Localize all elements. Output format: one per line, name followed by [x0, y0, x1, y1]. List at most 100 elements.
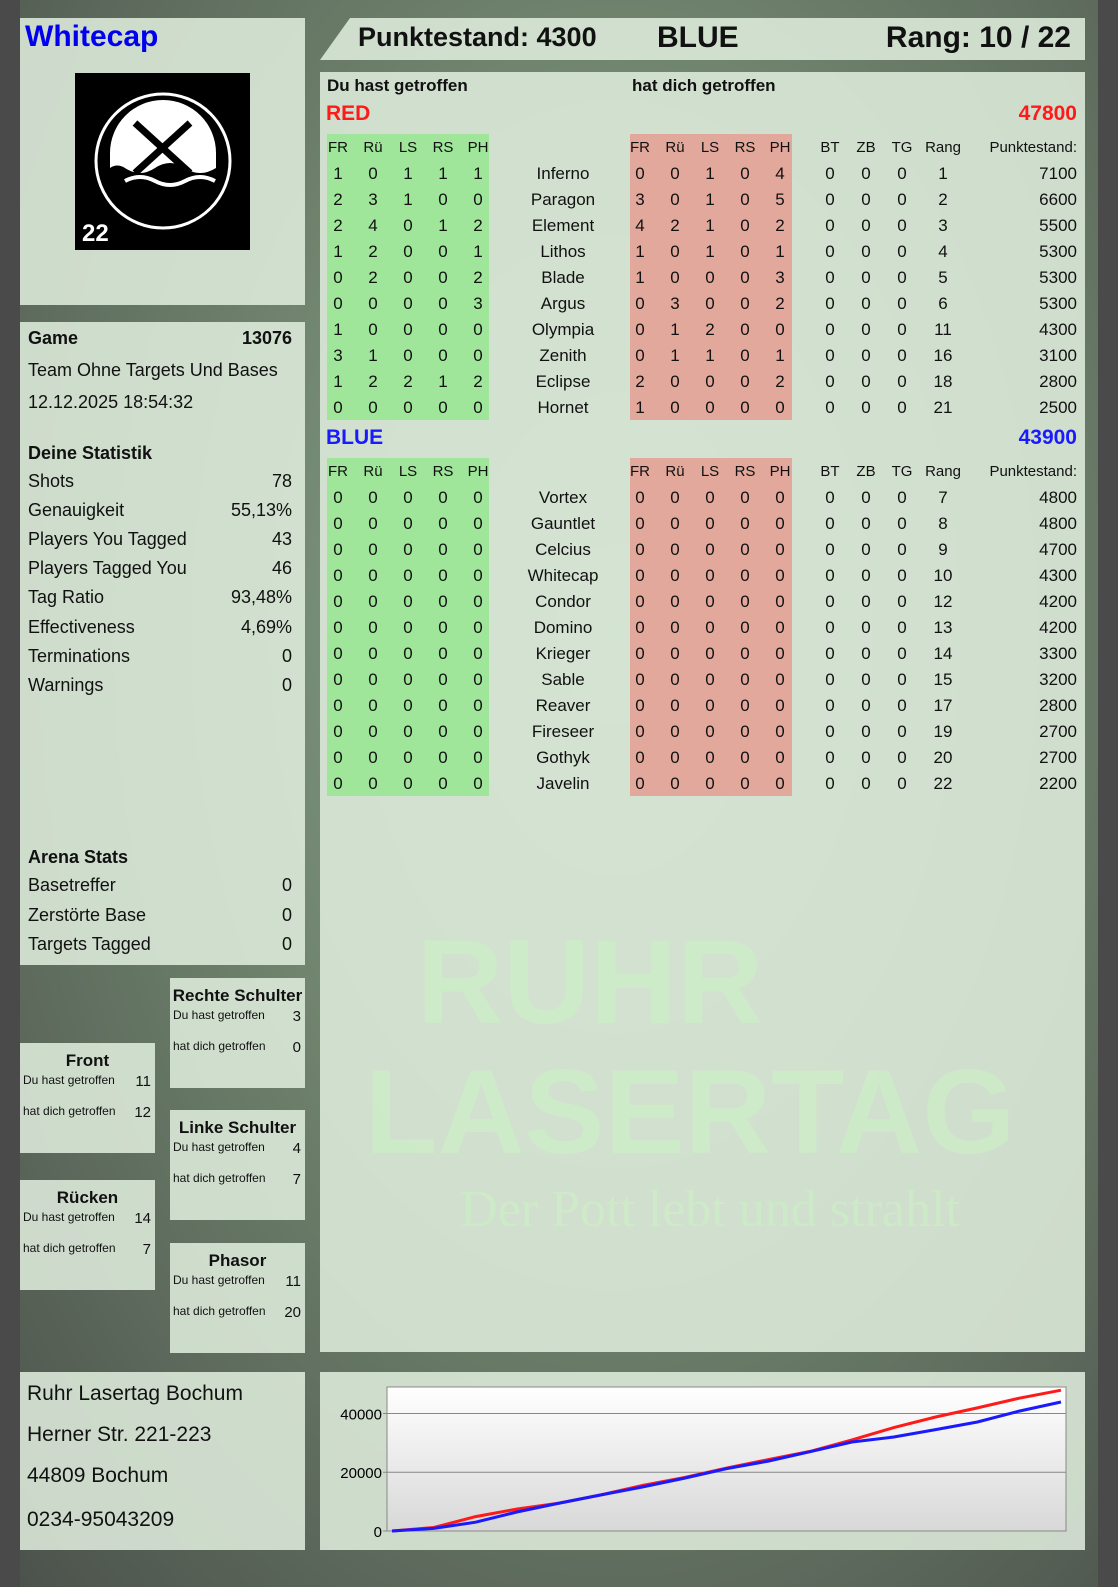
you-hit-cell: 0 [438, 722, 448, 741]
stat-cell: 0 [897, 592, 907, 611]
game-mode-text: Team Ohne Targets Und Bases [28, 360, 278, 380]
stat-cell: 0 [897, 618, 907, 637]
stat-cell: 0 [825, 242, 835, 261]
y-tick-label: 40000 [340, 1406, 382, 1423]
you-hit-cell: 0 [403, 696, 413, 715]
you-hit-cell: 0 [438, 592, 448, 611]
column-header: FR [328, 139, 348, 156]
hit-you-cell: 0 [635, 722, 645, 741]
player-score: 2200 [1039, 774, 1077, 793]
you-hit-cell: 0 [368, 514, 378, 533]
hit-you-cell: 2 [775, 294, 785, 313]
you-hit-cell: 1 [473, 242, 483, 261]
you-hit-cell: 0 [333, 268, 343, 287]
player-name: Inferno [536, 164, 590, 183]
hit-you-cell: 0 [740, 164, 750, 183]
hit-you-cell: 0 [705, 774, 715, 793]
game-mode: Team Ohne Targets Und Bases [28, 360, 292, 381]
hit-you-cell: 0 [775, 540, 785, 559]
stat-cell: 12 [933, 592, 953, 611]
zone-got-value: 12 [134, 1104, 151, 1121]
player-score: 2800 [1039, 372, 1077, 391]
stat-cell: 0 [897, 748, 907, 767]
stat-cell: 13 [933, 618, 953, 637]
you-hit-cell: 0 [438, 346, 448, 365]
stat-row: Tag Ratio 93,48% [28, 587, 292, 608]
stat-cell: 0 [861, 346, 871, 365]
player-name: Whitecap [25, 20, 159, 53]
stats-title: Deine Statistik [28, 443, 292, 464]
stat-cell: 0 [897, 268, 907, 287]
player-name: Vortex [538, 488, 588, 507]
stat-value: 78 [271, 471, 292, 491]
zone-hit-value: 11 [285, 1273, 301, 1290]
stat-cell: 0 [861, 242, 871, 261]
team-name: RED [326, 102, 371, 125]
hit-you-cell: 2 [705, 320, 715, 339]
column-header: LS [700, 139, 720, 156]
you-hit-cell: 0 [438, 514, 448, 533]
you-hit-cell: 1 [438, 216, 448, 235]
table-row: 1 0 1 1 1 Inferno 0 0 1 0 4 0 0 0 1 7100 [320, 161, 1085, 187]
arena-row: Basetreffer 0 [28, 875, 292, 896]
you-hit-cell: 0 [403, 722, 413, 741]
stat-cell: 4 [938, 242, 948, 261]
stat-cell: 14 [933, 644, 953, 663]
stat-label: Shots [28, 471, 75, 491]
stat-cell: 0 [861, 566, 871, 585]
stat-cell: 0 [825, 774, 835, 793]
plot-area [386, 1386, 1067, 1532]
hit-you-cell: 5 [775, 190, 785, 209]
stat-cell: 0 [897, 488, 907, 507]
stat-cell: 0 [825, 320, 835, 339]
stat-row: Players You Tagged 43 [28, 529, 292, 550]
stat-cell: 0 [825, 540, 835, 559]
hit-you-cell: 0 [635, 592, 645, 611]
arena-label: Zerstörte Base [28, 904, 147, 925]
arena-label: Basetreffer [28, 875, 116, 895]
stat-cell: 0 [897, 216, 907, 235]
you-hit-cell: 2 [368, 242, 378, 261]
you-hit-cell: 0 [473, 398, 483, 417]
hit-zone-phasor: Phasor Du hast getroffen 11 hat dich getrof… [170, 1243, 305, 1353]
left-border [0, 0, 20, 1587]
you-hit-cell: 3 [473, 294, 483, 313]
stat-cell: 0 [897, 774, 907, 793]
table-row: 0 0 0 0 0 Celcius 0 0 0 0 0 0 0 0 9 4700 [320, 537, 1085, 563]
zone-got-value: 7 [142, 1241, 151, 1258]
stat-cell: 2 [938, 190, 948, 209]
hit-you-cell: 0 [740, 592, 750, 611]
stat-row: Effectiveness 4,69% [28, 617, 292, 638]
hit-you-cell: 0 [740, 372, 750, 391]
stat-cell: 10 [933, 566, 953, 585]
you-hit-cell: 0 [473, 722, 483, 741]
player-rank: Rang: 10 / 22 [885, 21, 1071, 54]
stat-cell: 0 [861, 644, 871, 663]
hit-you-cell: 0 [740, 774, 750, 793]
stat-label: Tag Ratio [28, 587, 105, 608]
player-name: Sable [541, 670, 585, 689]
hit-you-cell: 0 [670, 618, 680, 637]
player-score: 4700 [1039, 540, 1077, 559]
you-hit-cell: 0 [333, 696, 343, 715]
hit-you-cell: 0 [670, 540, 680, 559]
you-hit-cell: 0 [368, 320, 378, 339]
you-hit-cell: 0 [368, 696, 378, 715]
you-hit-cell: 0 [368, 618, 378, 637]
hit-you-cell: 4 [635, 216, 645, 235]
hit-you-cell: 0 [670, 398, 680, 417]
hit-you-cell: 0 [635, 488, 645, 507]
address-line: Herner Str. 221-223 [27, 1423, 212, 1446]
hit-you-cell: 0 [740, 488, 750, 507]
hit-you-cell: 2 [775, 372, 785, 391]
zone-got-label: hat dich getroffen [173, 1039, 266, 1053]
hit-you-cell: 0 [705, 644, 715, 663]
watermark-ruhr: RUHR [416, 915, 764, 1049]
table-row: 0 0 0 0 0 Krieger 0 0 0 0 0 0 0 0 14 3300 [320, 641, 1085, 667]
table-row: 1 0 0 0 0 Olympia 0 1 2 0 0 0 0 0 11 4300 [320, 317, 1085, 343]
game-row: Game 13076 [28, 328, 292, 349]
stats-title-text: Deine Statistik [28, 443, 153, 463]
player-score: 3100 [1039, 346, 1077, 365]
you-hit-cell: 0 [473, 566, 483, 585]
table-row: 1 2 0 0 1 Lithos 1 0 1 0 1 0 0 0 4 5300 [320, 239, 1085, 265]
